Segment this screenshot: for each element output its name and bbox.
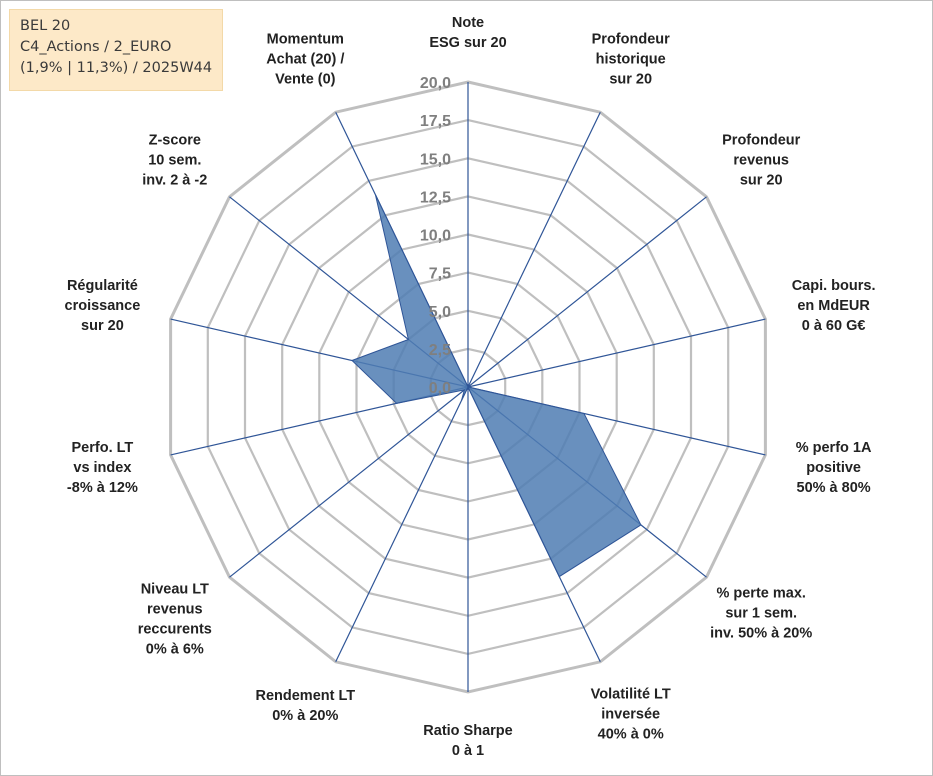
axis-spoke-9 [335,386,469,663]
axis-label-line: 10 sem. [148,152,201,168]
axis-label-line: Capi. bours. [792,278,876,294]
axis-label-8: Ratio Sharpe 0 à 1 [423,723,512,759]
axis-label-line: % perte max. [716,586,805,602]
axis-label-13: Z-score 10 sem. inv. 2 à -2 [142,132,207,188]
axis-label-line: 0% à 20% [272,708,338,724]
tick-label-3: 7,5 [429,266,451,283]
info-line-stats: (1,9% | 11,3%) / 2025W44 [20,60,213,76]
axis-label-10: Niveau LT revenus reccurents 0% à 6% [138,582,212,658]
axis-spoke-2 [467,111,601,388]
axis-label-line: Rendement LT [255,688,355,704]
axis-label-11: Perfo. LT vs index -8% à 12% [67,440,138,496]
axis-spoke-3 [467,196,707,388]
axis-label-line: croissance [65,298,141,314]
axis-label-line: positive [806,460,861,476]
series-area-1 [351,194,642,578]
axis-label-line: Profondeur [592,32,670,48]
axis-label-line: sur 20 [609,72,652,88]
axis-label-line: sur 20 [740,172,783,188]
axis-spoke-10 [229,386,469,578]
info-box: BEL 20 C4_Actions / 2_EURO (1,9% | 11,3%… [9,9,223,91]
axis-label-14: Momentum Achat (20) / Vente (0) [266,32,344,88]
axis-label-line: inv. 2 à -2 [142,172,207,188]
axis-label-1: Note ESG sur 20 [429,15,506,51]
axis-label-line: Régularité [67,278,138,294]
axis-label-line: en MdEUR [797,298,870,314]
tick-labels: 0,0 2,5 5,0 7,5 10,0 12,5 15,0 17,5 20,0 [420,75,451,397]
series-layer [351,194,642,578]
axis-label-3: Profondeur revenus sur 20 [722,132,800,188]
axis-label-line: inv. 50% à 20% [710,626,812,642]
axis-label-line: 0% à 6% [146,642,204,658]
axis-label-line: Volatilité LT [591,687,671,703]
info-line-category: C4_Actions / 2_EURO [20,39,172,55]
axis-label-line: Ratio Sharpe [423,723,512,739]
axis-labels: Note ESG sur 20 Profondeur historique sur 20… [65,15,876,759]
tick-label-4: 10,0 [420,228,451,245]
axis-label-line: % perfo 1A [796,440,872,456]
axis-label-line: Vente (0) [275,72,336,88]
axis-label-line: vs index [73,460,131,476]
axis-label-line: 0 à 1 [452,743,484,759]
axis-label-line: revenus [733,152,789,168]
axis-label-line: 50% à 80% [797,480,871,496]
axis-label-line: Perfo. LT [72,440,134,456]
axis-label-line: revenus [147,602,203,618]
axis-label-line: Profondeur [722,132,800,148]
axis-label-9: Rendement LT 0% à 20% [255,688,355,724]
axis-label-4: Capi. bours. en MdEUR 0 à 60 G€ [792,278,876,334]
axis-label-line: reccurents [138,622,212,638]
axis-label-5: % perfo 1A positive 50% à 80% [796,440,872,496]
axis-label-6: % perte max. sur 1 sem. inv. 50% à 20% [710,586,812,642]
axis-label-line: ESG sur 20 [429,35,506,51]
axis-label-line: -8% à 12% [67,480,138,496]
axis-label-line: 40% à 0% [598,727,664,743]
tick-label-2: 5,0 [429,304,451,321]
axis-label-line: sur 20 [81,318,124,334]
axis-label-line: inversée [601,707,660,723]
axis-label-line: Z-score [149,132,201,148]
axis-label-7: Volatilité LT inversée 40% à 0% [591,687,671,743]
axis-spoke-4 [467,318,766,388]
tick-label-7: 17,5 [420,113,451,130]
axis-label-line: Note [452,15,484,31]
axis-label-line: Achat (20) / [266,52,344,68]
axis-label-line: 0 à 60 G€ [802,318,866,334]
tick-label-6: 15,0 [420,151,451,168]
axis-label-line: historique [596,52,666,68]
tick-label-1: 2,5 [429,342,451,359]
axis-label-line: sur 1 sem. [725,606,797,622]
tick-label-8: 20,0 [420,75,451,92]
tick-label-5: 12,5 [420,189,451,206]
axis-label-2: Profondeur historique sur 20 [592,32,670,88]
axis-label-12: Régularité croissance sur 20 [65,278,141,334]
axis-label-line: Niveau LT [141,582,209,598]
info-line-index: BEL 20 [20,18,71,34]
axis-label-line: Momentum [267,32,344,48]
tick-label-0: 0,0 [429,380,451,397]
